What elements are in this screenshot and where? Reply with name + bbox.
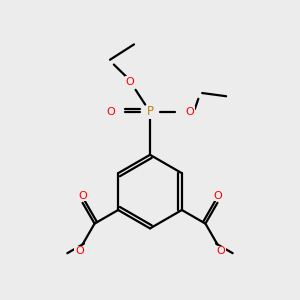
- Text: P: P: [146, 105, 154, 118]
- Text: O: O: [186, 106, 194, 117]
- Text: O: O: [214, 191, 223, 201]
- Text: O: O: [79, 191, 88, 201]
- Text: O: O: [106, 106, 115, 117]
- Text: O: O: [216, 246, 225, 256]
- Text: O: O: [126, 77, 134, 87]
- Text: O: O: [75, 246, 84, 256]
